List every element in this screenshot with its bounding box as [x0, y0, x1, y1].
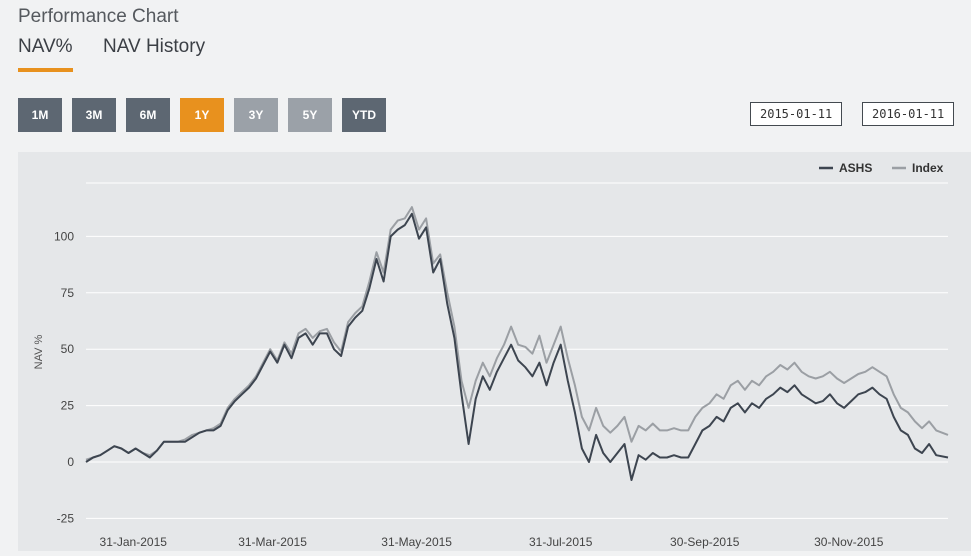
x-tick-label: 31-Jul-2015: [529, 535, 593, 549]
nav-chart: -25 0 25 50 75 100 31-Jan-2015 31-Mar-2015 31-M…: [33, 161, 949, 549]
range-button-3y[interactable]: 3Y: [234, 98, 278, 132]
y-tick-label: 0: [67, 455, 74, 469]
chart-legend: ASHS Index: [819, 161, 944, 175]
y-tick-label: 50: [61, 342, 75, 356]
series-line-ashs: [85, 212, 949, 481]
x-tick-label: 31-Mar-2015: [238, 535, 307, 549]
y-tick-label: 25: [61, 399, 75, 413]
x-tick-label: 31-May-2015: [381, 535, 452, 549]
start-date-field[interactable]: 2015-01-11: [750, 102, 843, 126]
range-button-6m[interactable]: 6M: [126, 98, 170, 132]
range-selector: 1M 3M 6M 1Y 3Y 5Y YTD: [18, 98, 396, 132]
tab-nav-history[interactable]: NAV History: [103, 36, 206, 57]
end-date-field[interactable]: 2016-01-11: [862, 102, 955, 126]
range-button-1y[interactable]: 1Y: [180, 98, 224, 132]
range-button-3m[interactable]: 3M: [72, 98, 116, 132]
x-tick-label: 30-Nov-2015: [814, 535, 884, 549]
series-line-index: [85, 206, 949, 461]
page-title: Performance Chart: [18, 6, 179, 27]
y-tick-label: -25: [57, 511, 75, 525]
range-button-1m[interactable]: 1M: [18, 98, 62, 132]
x-tick-label: 30-Sep-2015: [670, 535, 740, 549]
chart-tabs: NAV% NAV History: [18, 36, 231, 74]
chart-panel: -25 0 25 50 75 100 31-Jan-2015 31-Mar-2015 31-M…: [18, 152, 971, 551]
legend-label-index: Index: [912, 161, 944, 175]
range-button-5y[interactable]: 5Y: [288, 98, 332, 132]
y-axis-label: NAV %: [33, 334, 45, 369]
x-tick-label: 31-Jan-2015: [100, 535, 168, 549]
range-button-ytd[interactable]: YTD: [342, 98, 386, 132]
legend-label-ashs: ASHS: [839, 161, 872, 175]
y-tick-label: 75: [61, 286, 75, 300]
y-tick-label: 100: [54, 229, 74, 243]
tab-nav-percent[interactable]: NAV%: [18, 36, 73, 72]
